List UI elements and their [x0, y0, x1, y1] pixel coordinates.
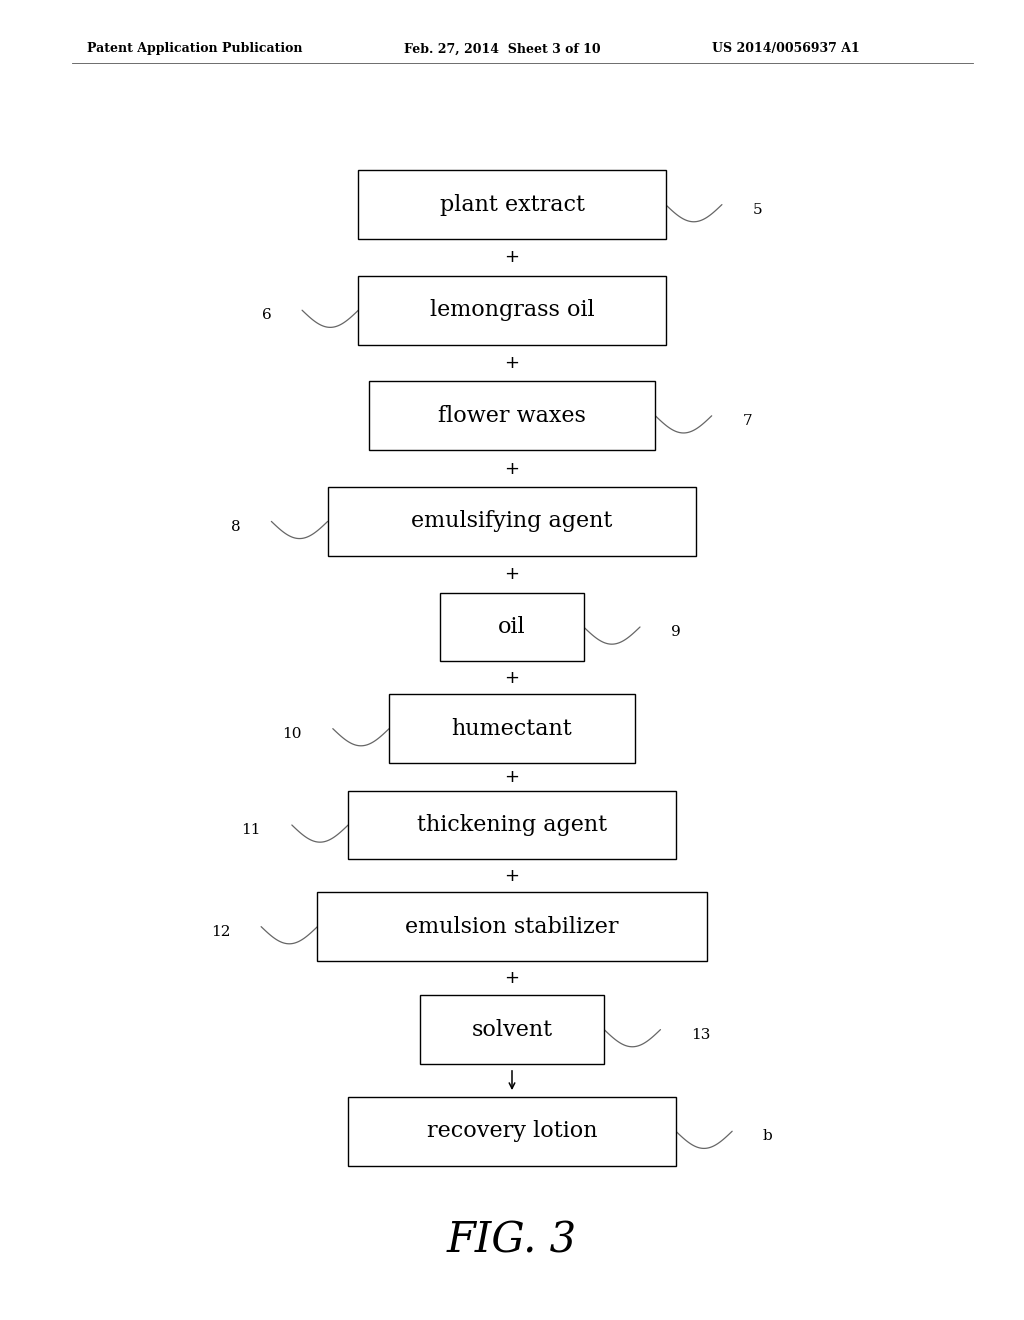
FancyBboxPatch shape [348, 1097, 676, 1166]
Text: Patent Application Publication: Patent Application Publication [87, 42, 302, 55]
Text: 6: 6 [261, 309, 271, 322]
Text: lemongrass oil: lemongrass oil [430, 300, 594, 321]
FancyBboxPatch shape [348, 791, 676, 859]
Text: humectant: humectant [452, 718, 572, 739]
Text: thickening agent: thickening agent [417, 814, 607, 836]
Text: FIG. 3: FIG. 3 [446, 1220, 578, 1262]
FancyBboxPatch shape [440, 593, 584, 661]
Text: 8: 8 [231, 520, 241, 533]
FancyBboxPatch shape [328, 487, 696, 556]
Text: 7: 7 [742, 414, 752, 428]
Text: emulsifying agent: emulsifying agent [412, 511, 612, 532]
Text: 13: 13 [691, 1028, 711, 1041]
FancyBboxPatch shape [369, 381, 655, 450]
FancyBboxPatch shape [420, 995, 604, 1064]
FancyBboxPatch shape [389, 694, 635, 763]
Text: 9: 9 [671, 626, 681, 639]
Text: emulsion stabilizer: emulsion stabilizer [406, 916, 618, 937]
Text: +: + [505, 969, 519, 987]
Text: solvent: solvent [471, 1019, 553, 1040]
Text: 11: 11 [242, 824, 261, 837]
Text: +: + [505, 669, 519, 686]
Text: recovery lotion: recovery lotion [427, 1121, 597, 1142]
Text: plant extract: plant extract [439, 194, 585, 215]
Text: b: b [763, 1130, 773, 1143]
Text: 10: 10 [283, 727, 302, 741]
FancyBboxPatch shape [358, 170, 666, 239]
Text: +: + [505, 565, 519, 583]
FancyBboxPatch shape [358, 276, 666, 345]
Text: 5: 5 [753, 203, 762, 216]
Text: US 2014/0056937 A1: US 2014/0056937 A1 [712, 42, 859, 55]
Text: +: + [505, 867, 519, 884]
Text: 12: 12 [211, 925, 230, 939]
Text: Feb. 27, 2014  Sheet 3 of 10: Feb. 27, 2014 Sheet 3 of 10 [404, 42, 601, 55]
Text: +: + [505, 248, 519, 267]
Text: +: + [505, 768, 519, 785]
Text: flower waxes: flower waxes [438, 405, 586, 426]
Text: +: + [505, 459, 519, 478]
Text: oil: oil [499, 616, 525, 638]
Text: +: + [505, 354, 519, 372]
FancyBboxPatch shape [317, 892, 707, 961]
